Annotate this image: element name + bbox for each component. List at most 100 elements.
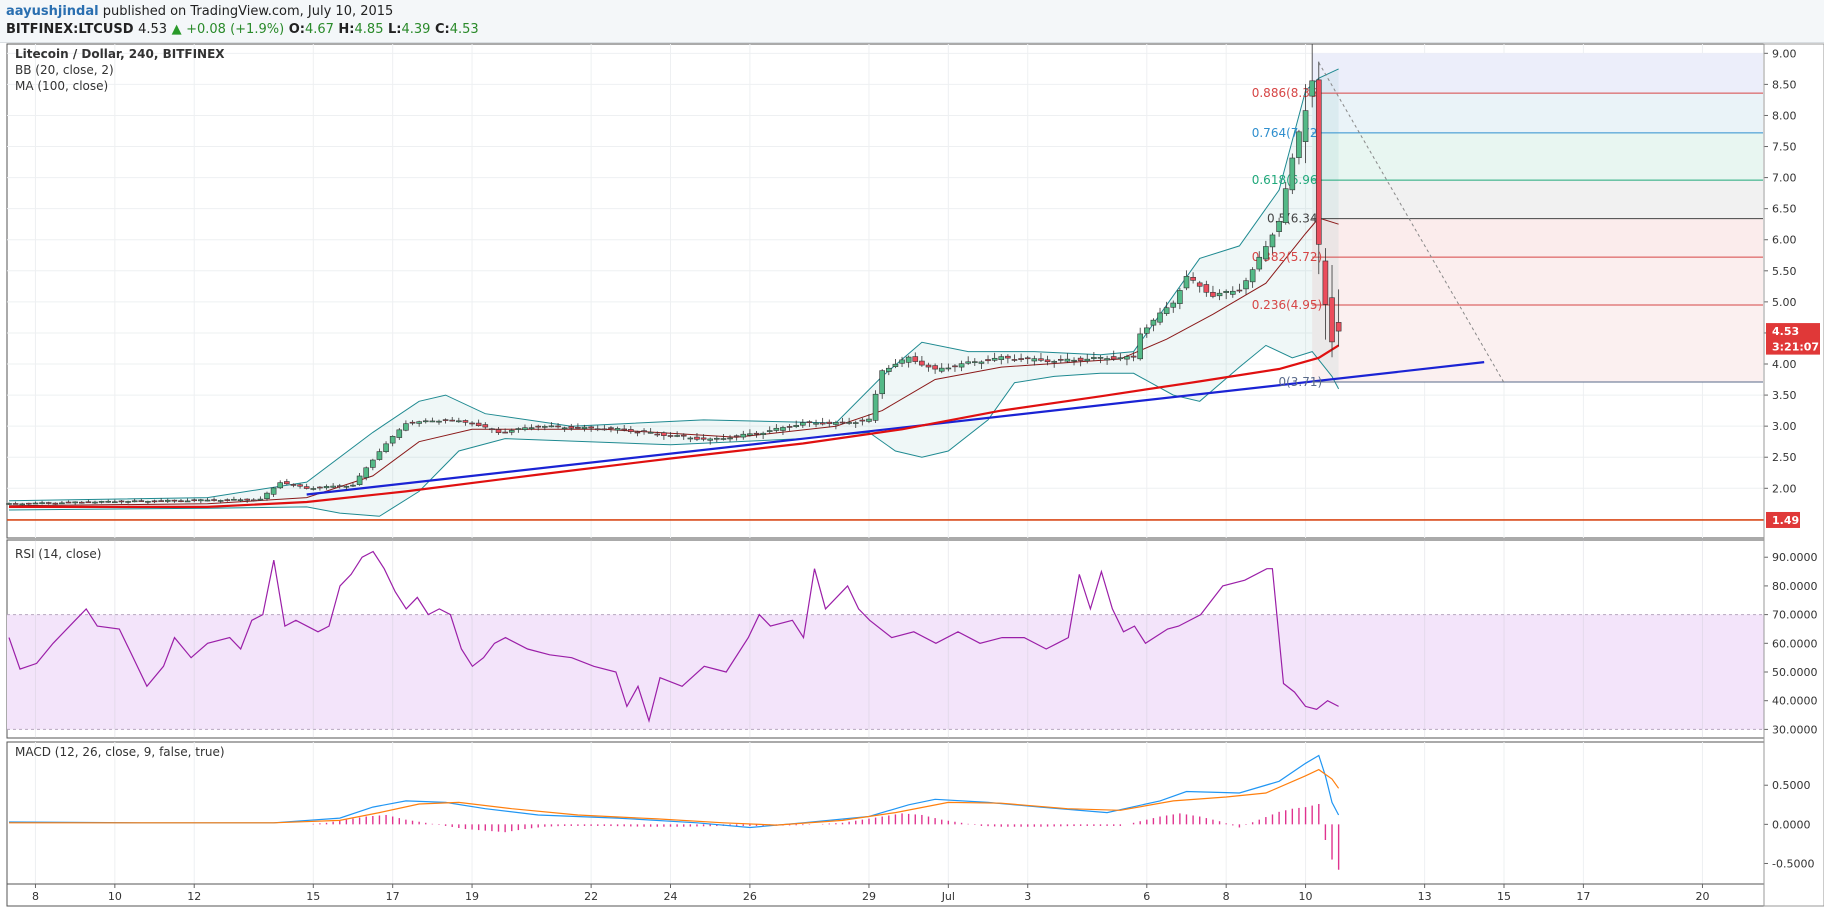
support-tag: 1.49 xyxy=(1772,514,1799,527)
candle-body xyxy=(912,356,919,362)
candle-body xyxy=(284,481,290,485)
signal-line[interactable] xyxy=(9,768,1340,826)
fib-zone-top xyxy=(1312,53,1763,94)
candle-body xyxy=(12,503,19,505)
candle-body xyxy=(1249,269,1256,283)
macd-pane[interactable]: 0.5000 0.0000 -0.5000 MACD (12, 26, close, … xyxy=(6,741,1814,885)
rsi-pane[interactable]: 90.0000 80.0000 70.0000 60.0000 50.0000 40.00… xyxy=(6,539,1818,739)
rsi-axis-label-5: 40.0000 xyxy=(1772,695,1818,708)
candle-body xyxy=(766,430,773,432)
candle-body xyxy=(833,422,839,425)
time-axis-label-14: 10 xyxy=(1299,890,1313,903)
time-axis-label-12: 6 xyxy=(1143,890,1150,903)
candle-body xyxy=(945,367,952,370)
candle-body xyxy=(449,419,456,422)
candle-body xyxy=(204,499,211,502)
price-pane[interactable]: 9.008.508.007.507.006.506.005.505.004.50… xyxy=(6,43,1821,539)
candle-body xyxy=(1110,356,1117,360)
candle-body xyxy=(1143,327,1150,334)
candle-body xyxy=(641,430,647,433)
price-tag-0: 4.53 xyxy=(1772,325,1799,338)
time-axis-label-5: 19 xyxy=(465,890,479,903)
price-axis-label-2: 8.00 xyxy=(1772,109,1797,122)
bb-upper-line[interactable] xyxy=(8,68,1339,502)
price-axis-label-8: 5.00 xyxy=(1772,296,1797,309)
candle-body xyxy=(667,435,674,437)
candle-body xyxy=(1183,276,1190,289)
fib-label-0.382: 0.382(5.72) xyxy=(1252,250,1322,264)
candle-body xyxy=(740,433,747,438)
rsi-axis-label-3: 60.0000 xyxy=(1772,637,1818,650)
fib-label-0: 0(3.71) xyxy=(1278,375,1322,389)
candles[interactable] xyxy=(6,44,1342,506)
fib-zone-0.5 xyxy=(1312,180,1763,219)
price-axis-label-12: 3.00 xyxy=(1772,420,1797,433)
publish-line: aayushjindal published on TradingView.co… xyxy=(6,4,393,19)
candle-body xyxy=(370,459,376,468)
time-axis-label-2: 12 xyxy=(187,890,201,903)
candle-body xyxy=(363,467,370,478)
price-axis-label-14: 2.00 xyxy=(1772,482,1797,495)
macd-histogram[interactable] xyxy=(9,804,1340,870)
candle-body xyxy=(1203,284,1210,293)
candle-body xyxy=(396,429,403,438)
candle-body xyxy=(919,360,925,366)
candle-body xyxy=(78,501,85,504)
rsi-line[interactable] xyxy=(8,550,1339,723)
candle-body xyxy=(515,428,522,430)
candle-body xyxy=(178,500,184,503)
candle-body xyxy=(528,427,535,430)
fib-label-0.5: 0.5(6.34) xyxy=(1267,212,1322,226)
candle-body xyxy=(958,363,965,368)
candle-body xyxy=(217,500,224,502)
candle-body xyxy=(1236,289,1243,292)
trendline[interactable] xyxy=(306,361,1485,496)
candle-body xyxy=(588,426,594,429)
candle-body xyxy=(436,420,442,423)
candle-body xyxy=(45,502,52,504)
fib-zone-0.618 xyxy=(1312,132,1763,181)
candle-body xyxy=(594,428,601,431)
candle-body xyxy=(1005,355,1011,359)
candle-body xyxy=(1269,234,1276,248)
candle-body xyxy=(621,428,628,431)
time-axis-label-13: 8 xyxy=(1223,890,1230,903)
projection-line[interactable] xyxy=(1318,62,1505,383)
time-axis[interactable]: 8 10 12 15 17 19 22 24 26 29 Jul 3 6 8 10 13 15 17 20 xyxy=(6,43,1824,907)
fib-label-0.618: 0.618(6.96) xyxy=(1252,173,1322,187)
author-link[interactable]: aayushjindal xyxy=(6,4,99,19)
candle-body xyxy=(806,421,813,423)
candle-body xyxy=(674,435,680,437)
macd-line[interactable] xyxy=(8,754,1340,829)
candle-body xyxy=(905,356,912,363)
candle-body xyxy=(389,436,396,444)
candle-body xyxy=(1071,359,1077,362)
candle-body xyxy=(469,422,475,425)
candle-body xyxy=(1263,246,1269,260)
chart-canvas[interactable]: 9.008.508.007.507.006.506.005.505.004.50… xyxy=(0,42,1824,907)
candle-body xyxy=(489,428,495,431)
bb-lower-line[interactable] xyxy=(8,344,1340,517)
ohlc-high-key: H: xyxy=(338,22,355,37)
ma100-line[interactable] xyxy=(9,344,1340,508)
price-axis-label-5: 6.50 xyxy=(1772,203,1797,216)
candle-body xyxy=(879,370,885,395)
candle-body xyxy=(694,436,700,440)
candle-body xyxy=(1097,357,1104,359)
candle-body xyxy=(131,500,138,503)
candle-body xyxy=(747,433,753,436)
candle-body xyxy=(899,359,905,364)
candle-body xyxy=(191,499,198,502)
candle-body xyxy=(1223,290,1229,293)
symbol-line: BITFINEX:LTCUSD 4.53 ▲ +0.08 (+1.9%) O:4… xyxy=(6,22,479,37)
price-tag-bg-1 xyxy=(1766,338,1820,355)
macd-axis-label-2: -0.5000 xyxy=(1772,857,1814,870)
candle-body xyxy=(707,438,714,441)
candle-body xyxy=(383,443,389,452)
candle-body xyxy=(1011,359,1018,361)
bb-basis-line[interactable] xyxy=(8,217,1339,507)
candle-body xyxy=(343,485,350,488)
symbol-name[interactable]: BITFINEX:LTCUSD xyxy=(6,22,134,37)
candle-body xyxy=(336,485,343,487)
candle-body xyxy=(1256,256,1263,270)
